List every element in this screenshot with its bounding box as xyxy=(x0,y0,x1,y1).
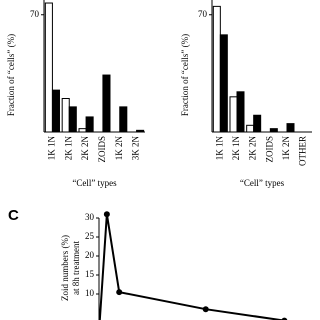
bar xyxy=(212,5,221,133)
y-tick-label: 10 xyxy=(85,288,95,298)
x-tick-label: ZOIDS xyxy=(97,136,107,163)
x-tick-label: 2K 2N xyxy=(248,136,258,161)
point xyxy=(281,317,288,320)
y-tick-label: 20 xyxy=(85,250,95,260)
bar xyxy=(136,129,145,133)
y-tick-label: 70 xyxy=(30,9,40,19)
x-tick-label: 2K 2N xyxy=(80,136,90,161)
x-tick-label: 1K 1N xyxy=(46,136,56,161)
bar xyxy=(85,116,94,133)
y-axis-label: Fraction of “cells” (%) xyxy=(6,34,16,116)
bar xyxy=(246,124,255,133)
bar xyxy=(286,123,295,133)
y-tick-label: 25 xyxy=(85,231,95,241)
y-axis-label: at 8h treatment xyxy=(71,241,81,295)
bar xyxy=(78,128,87,133)
bar xyxy=(102,74,111,133)
point xyxy=(103,211,110,218)
x-tick-label: 1K 2N xyxy=(114,136,124,161)
bar xyxy=(236,91,245,133)
x-tick-label: 1K 2N xyxy=(281,136,291,161)
x-tick-label: OTHER xyxy=(298,136,308,166)
bar xyxy=(253,114,262,133)
x-tick-label: 3K 2N xyxy=(131,136,141,161)
bar xyxy=(119,106,128,133)
y-tick-label: 70 xyxy=(198,9,208,19)
x-tick-label: 2K 1N xyxy=(63,136,73,161)
bar xyxy=(269,128,278,133)
x-axis-label: “Cell” types xyxy=(72,178,117,188)
point xyxy=(116,289,123,296)
point xyxy=(202,306,209,313)
x-tick-label: 2K 1N xyxy=(231,136,241,161)
line xyxy=(98,214,285,320)
x-tick-label: 1K 1N xyxy=(214,136,224,161)
x-axis-label: “Cell” types xyxy=(240,178,285,188)
y-axis-label: Fraction of “cells” (%) xyxy=(180,34,190,116)
bar xyxy=(219,34,228,133)
bar xyxy=(229,96,238,133)
bar xyxy=(51,89,60,133)
y-tick-label: 15 xyxy=(85,269,95,279)
y-axis-label: Zoid numbers (%) xyxy=(60,235,70,301)
bar xyxy=(68,106,77,133)
bar xyxy=(61,98,70,133)
panel-label: C xyxy=(8,207,19,224)
y-tick-label: 30 xyxy=(85,212,95,222)
x-tick-label: ZOIDS xyxy=(264,136,274,163)
bar xyxy=(44,2,53,133)
